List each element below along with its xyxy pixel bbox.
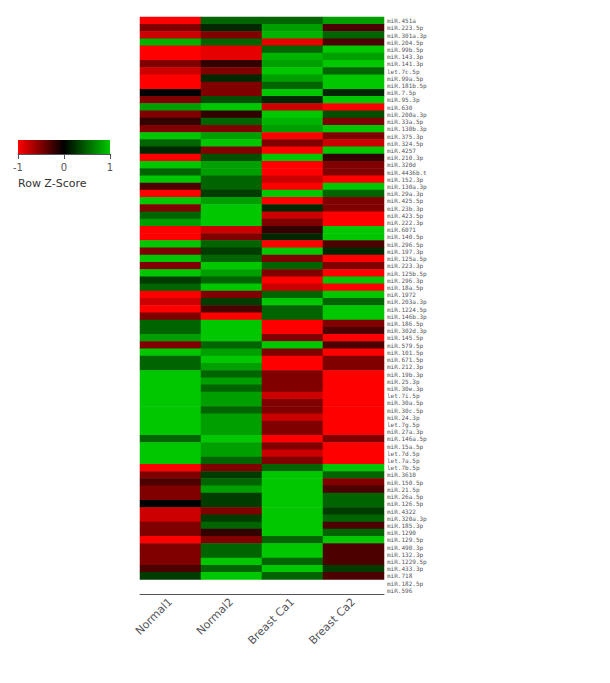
svg-text:miR.99a.5p: miR.99a.5p (387, 74, 424, 82)
svg-text:miR.150.5p: miR.150.5p (387, 478, 424, 486)
svg-text:miR.146b.3p: miR.146b.3p (387, 312, 427, 320)
svg-text:miR.101.5p: miR.101.5p (387, 348, 424, 356)
svg-text:miR.425.5p: miR.425.5p (387, 197, 424, 205)
svg-text:miR.296.5p: miR.296.5p (387, 240, 424, 248)
svg-text:miR.130b.3p: miR.130b.3p (387, 125, 427, 133)
svg-text:0: 0 (61, 162, 67, 173)
svg-text:let.7d.5p: let.7d.5p (387, 449, 420, 457)
svg-text:miR.423.5p: miR.423.5p (387, 211, 424, 219)
svg-text:miR.99b.5p: miR.99b.5p (387, 46, 424, 53)
svg-text:Row Z-Score: Row Z-Score (18, 177, 87, 190)
svg-text:miR.145.5p: miR.145.5p (387, 334, 424, 342)
svg-text:1: 1 (107, 162, 113, 173)
svg-text:miR.30e.3p: miR.30e.3p (387, 384, 424, 392)
svg-text:let.7a.5p: let.7a.5p (387, 457, 420, 465)
svg-text:miR.181b.5p: miR.181b.5p (387, 82, 427, 89)
svg-text:miR.33a.5p: miR.33a.5p (387, 118, 424, 126)
svg-text:miR.182.5p: miR.182.5p (387, 579, 424, 587)
svg-text:miR.18a.5p: miR.18a.5p (387, 284, 424, 291)
svg-text:miR.125b.5p: miR.125b.5p (387, 269, 427, 277)
svg-text:miR.26a.5p: miR.26a.5p (387, 493, 424, 501)
svg-text:miR.152.3p: miR.152.3p (387, 175, 424, 183)
svg-text:miR.30a.5p: miR.30a.5p (387, 399, 424, 407)
svg-text:miR.95.3p: miR.95.3p (387, 96, 420, 104)
svg-text:miR.19b.3p: miR.19b.3p (387, 370, 424, 378)
svg-text:miR.223.3p: miR.223.3p (387, 262, 424, 270)
svg-text:miR.320a.3p: miR.320a.3p (387, 514, 427, 522)
svg-text:miR.1290: miR.1290 (387, 529, 416, 536)
svg-text:miR.197.3p: miR.197.3p (387, 247, 424, 255)
svg-text:miR.6071: miR.6071 (387, 226, 416, 233)
svg-text:miR.7.5p: miR.7.5p (387, 89, 416, 97)
svg-text:miR.1224.5p: miR.1224.5p (387, 305, 427, 313)
svg-text:miR.222.3p: miR.222.3p (387, 219, 424, 227)
svg-text:Breast Ca2: Breast Ca2 (306, 595, 358, 647)
svg-text:miR.126.5p: miR.126.5p (387, 500, 424, 508)
svg-text:miR.671.5p: miR.671.5p (387, 356, 424, 364)
svg-text:let.7g.5p: let.7g.5p (387, 421, 420, 428)
svg-text:miR.29a.3p: miR.29a.3p (387, 190, 424, 198)
svg-text:miR.579.5p: miR.579.5p (387, 341, 424, 349)
svg-text:miR.27a.3p: miR.27a.3p (387, 428, 424, 436)
svg-text:miR.223.5p: miR.223.5p (387, 24, 424, 32)
svg-text:miR.301a.3p: miR.301a.3p (387, 31, 427, 39)
svg-text:miR.15a.5p: miR.15a.5p (387, 442, 424, 450)
svg-text:miR.200a.3p: miR.200a.3p (387, 110, 427, 118)
svg-text:miR.433.3p: miR.433.3p (387, 565, 424, 573)
svg-text:miR.132.3p: miR.132.3p (387, 550, 424, 558)
svg-text:miR.718: miR.718 (387, 572, 413, 579)
svg-text:Normal2: Normal2 (194, 595, 236, 637)
svg-text:miR.140.5p: miR.140.5p (387, 233, 424, 241)
svg-text:miR.24.3p: miR.24.3p (387, 413, 420, 421)
svg-text:miR.302d.3p: miR.302d.3p (387, 327, 427, 335)
svg-text:miR.30c.5p: miR.30c.5p (387, 406, 424, 414)
svg-text:miR.141.3p: miR.141.3p (387, 60, 424, 68)
svg-text:miR.210.3p: miR.210.3p (387, 154, 424, 162)
svg-text:miR.375.3p: miR.375.3p (387, 132, 424, 140)
svg-text:-1: -1 (13, 162, 23, 173)
svg-text:miR.4257: miR.4257 (387, 147, 416, 154)
svg-text:miR.4436b.t: miR.4436b.t (387, 169, 427, 176)
svg-text:miR.125a.5p: miR.125a.5p (387, 255, 427, 263)
svg-text:Breast Ca1: Breast Ca1 (245, 595, 297, 647)
svg-text:miR.23b.3p: miR.23b.3p (387, 204, 424, 212)
svg-text:miR.1972: miR.1972 (387, 291, 416, 298)
svg-text:miR.1229.5p: miR.1229.5p (387, 558, 427, 565)
svg-text:let.7c.5p: let.7c.5p (387, 67, 420, 75)
svg-text:miR.596: miR.596 (387, 587, 413, 594)
svg-text:miR.143.3p: miR.143.3p (387, 53, 424, 61)
svg-text:miR.212.3p: miR.212.3p (387, 363, 424, 371)
svg-text:miR.630: miR.630 (387, 104, 413, 111)
svg-text:miR.146a.5p: miR.146a.5p (387, 435, 427, 443)
svg-text:let.7b.5p: let.7b.5p (387, 464, 420, 472)
svg-text:miR.490.3p: miR.490.3p (387, 543, 424, 551)
svg-text:let.7i.5p: let.7i.5p (387, 392, 420, 400)
svg-text:miR.25.3p: miR.25.3p (387, 377, 420, 385)
svg-text:miR.130a.3p: miR.130a.3p (387, 183, 427, 190)
svg-text:miR.129.5p: miR.129.5p (387, 536, 424, 544)
svg-text:miR.4322: miR.4322 (387, 508, 416, 515)
svg-text:miR.21.5p: miR.21.5p (387, 485, 420, 493)
svg-text:miR.186.5p: miR.186.5p (387, 320, 424, 327)
svg-text:miR.324.5p: miR.324.5p (387, 139, 424, 147)
svg-text:miR.203a.3p: miR.203a.3p (387, 298, 427, 306)
svg-text:miR.204.5p: miR.204.5p (387, 38, 424, 46)
svg-text:miR.320d: miR.320d (387, 161, 416, 168)
svg-text:miR.451a: miR.451a (387, 17, 416, 24)
svg-text:Normal1: Normal1 (133, 595, 175, 637)
svg-text:miR.296.3p: miR.296.3p (387, 276, 424, 284)
svg-text:miR.3610: miR.3610 (387, 471, 416, 478)
svg-text:miR.185.3p: miR.185.3p (387, 522, 424, 529)
